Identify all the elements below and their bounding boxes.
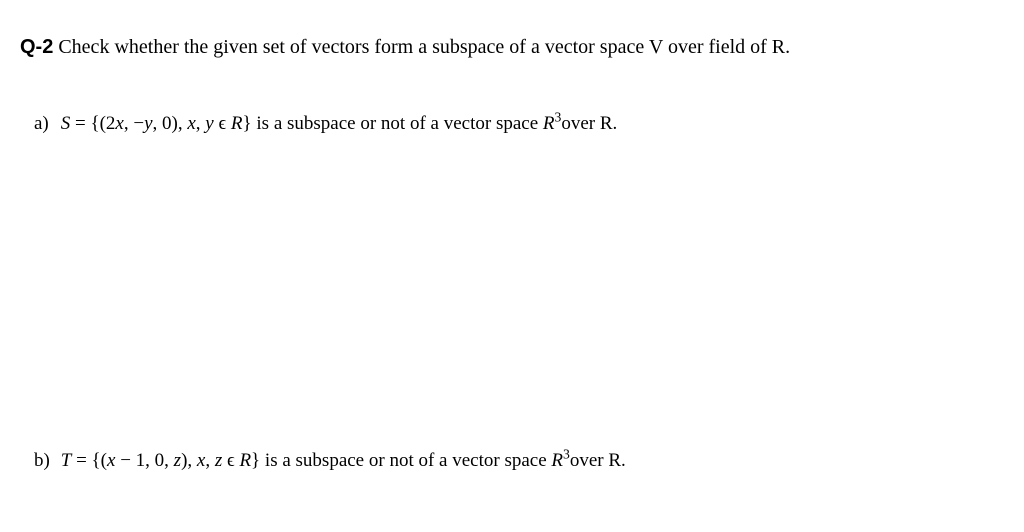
minus1-b: − 1, 0, [115,450,173,471]
question-heading: Q-2 Check whether the given set of vecto… [20,34,1004,60]
part-b: b) T = {(x − 1, 0, z), x, z ϵ R} is a su… [34,449,1004,474]
in-b: ϵ [222,450,239,471]
tail1-a: is a subspace or not of a vector space [252,113,543,134]
comma-mid-a: , [196,113,206,134]
question-prompt: Check whether the given set of vectors f… [58,36,790,58]
set-close-a: } [243,113,252,134]
var-x1-a: x [115,113,123,134]
space-a: R [543,113,555,134]
tail2-b: over R. [570,450,626,471]
set-open-a: {(2 [90,113,115,134]
zero-a: , 0), [153,113,188,134]
var-z1-b: z [174,450,181,471]
set-name-b: T [61,450,72,471]
var-x2-a: x [187,113,195,134]
var-y1-a: y [144,113,152,134]
set-open-b: {( [92,450,107,471]
space-b: R [551,450,563,471]
part-a-label: a) [34,112,56,137]
part-a: a) S = {(2x, −y, 0), x, y ϵ R} is a subs… [34,112,1004,137]
comma-mid-b: , [205,450,215,471]
part-b-label: b) [34,449,56,474]
neg-a: , − [124,113,144,134]
tail2-a: over R. [561,113,617,134]
tail1-b: is a subspace or not of a vector space [260,450,551,471]
paren-close-b: ), [181,450,197,471]
set-name-a: S [61,113,71,134]
exp-b: 3 [563,446,570,461]
eq-a: = [70,113,90,134]
field-b: R [239,450,251,471]
question-label: Q-2 [20,36,53,58]
in-a: ϵ [214,113,231,134]
eq-b: = [71,450,91,471]
var-y2-a: y [205,113,213,134]
page: Q-2 Check whether the given set of vecto… [0,0,1024,532]
set-close-b: } [251,450,260,471]
field-a: R [231,113,243,134]
